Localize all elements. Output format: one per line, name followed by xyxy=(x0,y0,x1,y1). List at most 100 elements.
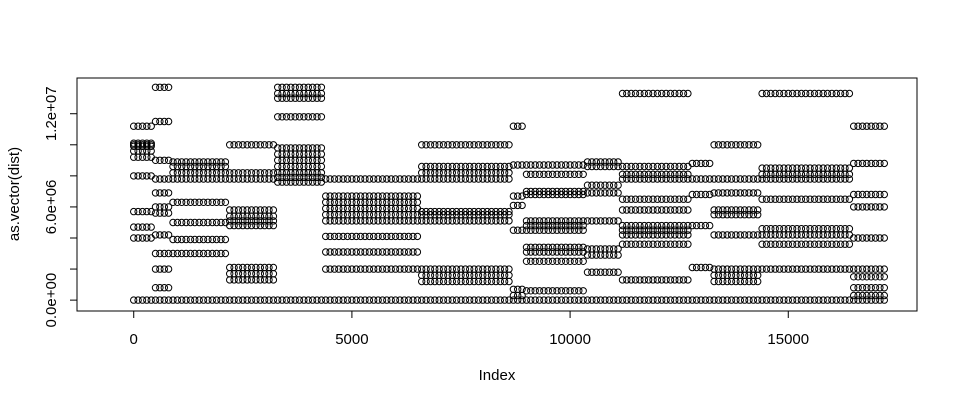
data-point xyxy=(697,296,705,304)
data-point xyxy=(579,161,587,169)
data-point xyxy=(858,190,867,199)
data-point xyxy=(247,169,256,177)
data-point xyxy=(653,206,662,214)
data-point xyxy=(583,217,592,225)
data-point xyxy=(134,207,142,216)
data-point xyxy=(230,141,238,149)
data-point xyxy=(444,162,452,171)
data-point xyxy=(627,226,635,234)
data-point xyxy=(535,248,544,256)
data-point xyxy=(671,240,679,248)
data-point xyxy=(562,161,570,169)
data-point xyxy=(295,113,304,121)
data-point xyxy=(871,265,880,273)
data-point xyxy=(570,161,579,169)
data-point xyxy=(130,139,138,147)
data-point xyxy=(452,207,461,216)
data-point xyxy=(160,175,169,183)
data-point xyxy=(631,195,640,203)
data-point xyxy=(151,231,160,239)
data-point xyxy=(182,249,190,258)
data-point xyxy=(160,83,169,92)
data-point xyxy=(182,162,190,171)
data-point xyxy=(706,159,714,168)
data-point xyxy=(535,221,544,230)
data-point xyxy=(322,232,330,241)
data-point xyxy=(714,265,723,273)
data-point xyxy=(828,296,836,304)
data-point xyxy=(688,296,696,304)
data-point xyxy=(566,287,574,295)
data-point xyxy=(252,169,260,177)
data-point xyxy=(343,265,352,273)
data-point xyxy=(387,192,395,200)
data-point xyxy=(426,296,435,304)
data-point xyxy=(666,240,675,248)
data-point xyxy=(457,162,465,171)
data-point xyxy=(356,296,365,304)
data-point xyxy=(618,170,627,179)
data-point xyxy=(352,175,360,183)
data-point xyxy=(282,178,291,186)
data-point xyxy=(784,89,792,98)
data-point xyxy=(793,175,801,183)
data-point xyxy=(754,231,762,239)
data-point xyxy=(854,203,862,211)
data-point xyxy=(806,175,814,183)
data-point xyxy=(714,189,723,197)
data-point xyxy=(151,156,160,165)
data-point xyxy=(740,211,749,219)
data-point xyxy=(570,226,579,234)
data-point xyxy=(370,232,378,241)
data-point xyxy=(522,248,531,256)
data-point xyxy=(627,296,635,304)
data-point xyxy=(653,276,662,284)
data-point xyxy=(876,296,884,304)
data-point xyxy=(623,195,631,203)
data-point xyxy=(226,263,234,272)
data-point xyxy=(780,265,788,273)
data-point xyxy=(793,225,801,233)
data-point xyxy=(570,221,579,230)
data-point xyxy=(557,248,566,256)
data-point xyxy=(439,296,448,304)
data-point xyxy=(671,276,679,284)
data-point xyxy=(649,226,657,234)
data-point xyxy=(191,162,199,171)
data-point xyxy=(308,178,317,186)
data-point xyxy=(186,235,195,244)
data-point xyxy=(138,223,147,231)
data-point xyxy=(544,296,552,304)
data-point xyxy=(252,141,260,149)
data-point xyxy=(671,175,679,183)
data-point xyxy=(291,94,299,102)
data-point xyxy=(557,217,566,225)
data-point xyxy=(736,296,744,304)
data-point xyxy=(544,221,552,230)
data-point xyxy=(858,234,867,242)
data-point xyxy=(134,234,142,242)
data-point xyxy=(649,89,657,98)
data-point xyxy=(365,265,374,273)
data-point xyxy=(134,172,142,180)
data-point xyxy=(675,175,683,183)
data-point xyxy=(719,296,727,304)
data-point xyxy=(156,189,164,197)
data-point xyxy=(592,217,600,225)
data-point xyxy=(697,159,705,168)
data-point xyxy=(688,175,696,183)
data-point xyxy=(221,158,230,166)
data-point xyxy=(618,162,627,171)
data-point xyxy=(740,206,749,214)
data-point xyxy=(719,141,727,149)
data-point xyxy=(592,296,600,304)
data-point xyxy=(204,249,212,258)
data-point xyxy=(147,172,155,180)
data-point xyxy=(815,164,823,172)
data-point xyxy=(361,248,369,256)
data-point xyxy=(479,265,487,273)
data-point xyxy=(199,235,208,244)
data-point xyxy=(745,265,753,273)
points-layer xyxy=(130,83,888,304)
